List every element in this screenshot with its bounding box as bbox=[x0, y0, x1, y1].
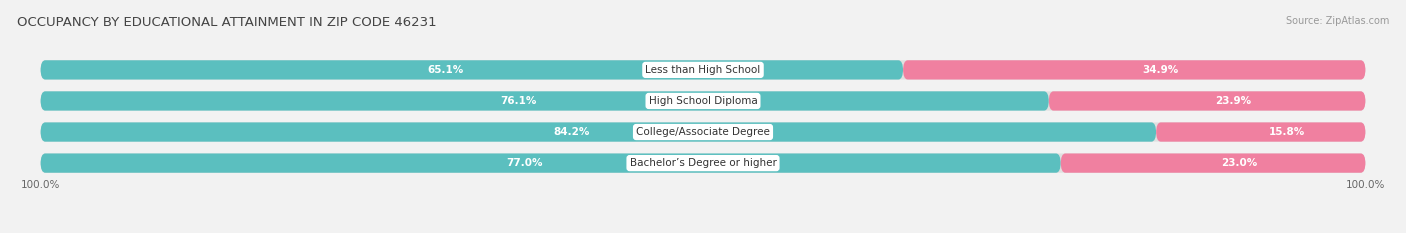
FancyBboxPatch shape bbox=[1060, 154, 1365, 173]
Text: Less than High School: Less than High School bbox=[645, 65, 761, 75]
Text: 100.0%: 100.0% bbox=[1346, 181, 1385, 190]
Text: Source: ZipAtlas.com: Source: ZipAtlas.com bbox=[1285, 16, 1389, 26]
Text: 77.0%: 77.0% bbox=[506, 158, 543, 168]
FancyBboxPatch shape bbox=[41, 154, 1365, 173]
Text: 34.9%: 34.9% bbox=[1143, 65, 1178, 75]
FancyBboxPatch shape bbox=[903, 60, 1365, 79]
Text: 65.1%: 65.1% bbox=[427, 65, 464, 75]
FancyBboxPatch shape bbox=[41, 154, 1060, 173]
FancyBboxPatch shape bbox=[41, 60, 1365, 79]
FancyBboxPatch shape bbox=[41, 91, 1365, 111]
Text: College/Associate Degree: College/Associate Degree bbox=[636, 127, 770, 137]
FancyBboxPatch shape bbox=[1156, 122, 1365, 142]
Text: OCCUPANCY BY EDUCATIONAL ATTAINMENT IN ZIP CODE 46231: OCCUPANCY BY EDUCATIONAL ATTAINMENT IN Z… bbox=[17, 16, 436, 29]
FancyBboxPatch shape bbox=[1049, 91, 1365, 111]
Text: 84.2%: 84.2% bbox=[554, 127, 591, 137]
Text: High School Diploma: High School Diploma bbox=[648, 96, 758, 106]
Text: 100.0%: 100.0% bbox=[21, 181, 60, 190]
Text: 76.1%: 76.1% bbox=[501, 96, 536, 106]
Text: Bachelor’s Degree or higher: Bachelor’s Degree or higher bbox=[630, 158, 776, 168]
FancyBboxPatch shape bbox=[41, 60, 903, 79]
Text: 23.9%: 23.9% bbox=[1216, 96, 1251, 106]
FancyBboxPatch shape bbox=[41, 122, 1156, 142]
FancyBboxPatch shape bbox=[41, 91, 1049, 111]
FancyBboxPatch shape bbox=[41, 122, 1365, 142]
Text: 23.0%: 23.0% bbox=[1222, 158, 1258, 168]
Text: 15.8%: 15.8% bbox=[1270, 127, 1305, 137]
